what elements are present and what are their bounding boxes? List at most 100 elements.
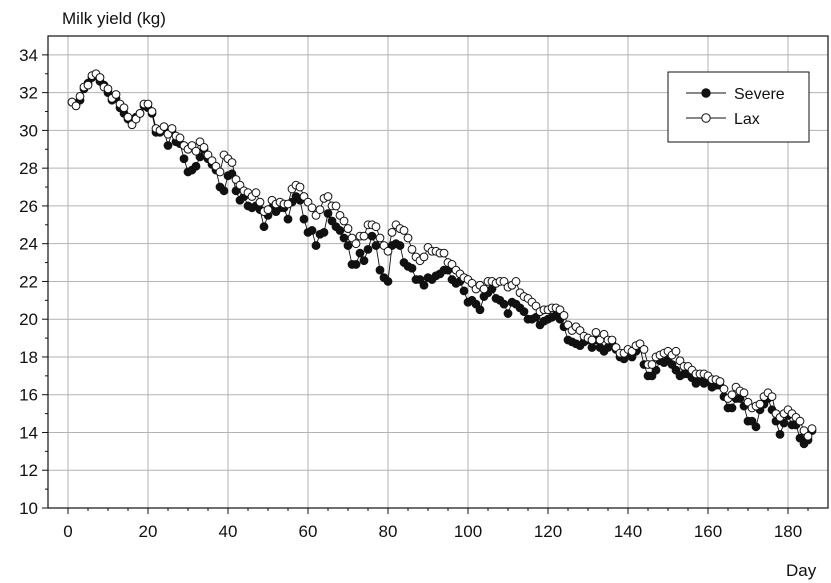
x-tick-label: 0 <box>63 522 72 541</box>
data-point <box>375 233 385 243</box>
data-point <box>343 241 353 250</box>
y-tick-label: 10 <box>19 499 38 518</box>
data-point <box>315 205 325 215</box>
x-axis-label: Day <box>786 561 817 580</box>
data-point <box>479 284 489 294</box>
axis-ticks: 0 20 40 60 80 100 120 140 160 180 10 12 14 16 18 20 22 24… <box>19 46 809 541</box>
data-point <box>135 109 145 118</box>
data-point <box>727 403 737 413</box>
data-point <box>299 214 309 224</box>
data-point <box>323 192 333 201</box>
data-point <box>587 335 597 345</box>
data-point <box>119 103 129 113</box>
x-tick-label: 80 <box>379 522 398 541</box>
x-tick-label: 180 <box>774 522 802 541</box>
y-tick-label: 20 <box>19 310 38 329</box>
data-point <box>607 335 617 345</box>
y-tick-label: 14 <box>19 423 38 442</box>
y-tick-label: 16 <box>19 386 38 405</box>
data-point <box>175 133 185 143</box>
data-point <box>775 429 785 439</box>
data-point <box>283 199 293 209</box>
y-tick-label: 30 <box>19 121 38 140</box>
x-tick-label: 160 <box>694 522 722 541</box>
y-axis-label: Milk yield (kg) <box>62 9 166 28</box>
legend-marker-severe <box>701 88 711 98</box>
data-point <box>639 345 649 354</box>
data-point <box>519 307 529 317</box>
x-tick-label: 40 <box>219 522 238 541</box>
data-point <box>359 231 369 241</box>
data-point <box>375 265 385 275</box>
data-point <box>179 154 189 164</box>
data-point <box>767 392 777 402</box>
legend-box <box>667 71 810 143</box>
data-point <box>163 141 173 150</box>
x-tick-label: 100 <box>454 522 482 541</box>
legend-label-lax: Lax <box>734 111 760 128</box>
y-tick-label: 26 <box>19 197 38 216</box>
data-point <box>671 346 681 356</box>
data-point <box>719 384 729 394</box>
data-point <box>263 205 273 215</box>
data-point <box>319 227 329 237</box>
data-point <box>807 424 817 434</box>
data-point <box>75 92 85 101</box>
data-point <box>147 107 157 116</box>
data-point <box>343 224 353 233</box>
data-point <box>395 241 405 250</box>
data-point <box>755 399 765 409</box>
data-point <box>167 124 177 133</box>
data-point <box>215 167 225 177</box>
data-point <box>503 309 513 318</box>
data-point <box>307 226 317 235</box>
data-point <box>499 299 509 309</box>
data-point <box>307 203 317 213</box>
data-point <box>439 248 449 258</box>
x-tick-label: 60 <box>299 522 318 541</box>
data-point <box>355 248 365 258</box>
data-point <box>511 277 521 286</box>
data-point <box>359 256 369 266</box>
data-point <box>367 231 377 241</box>
data-point <box>419 280 429 290</box>
data-point <box>71 101 81 111</box>
data-point <box>475 305 485 315</box>
y-tick-label: 32 <box>19 84 38 103</box>
data-point <box>259 222 269 232</box>
y-tick-label: 22 <box>19 272 38 291</box>
y-tick-label: 24 <box>19 235 38 254</box>
data-point <box>159 122 169 132</box>
data-point <box>419 252 429 262</box>
data-point <box>383 277 393 286</box>
x-tick-label: 20 <box>139 522 158 541</box>
data-point <box>123 112 133 122</box>
data-point <box>83 80 93 90</box>
data-point <box>351 239 361 249</box>
plot-frame <box>47 35 829 509</box>
data-point <box>383 246 393 256</box>
y-tick-label: 28 <box>19 159 38 178</box>
data-point <box>311 241 321 250</box>
data-point <box>323 209 333 218</box>
data-point <box>227 158 237 167</box>
data-point <box>727 390 737 400</box>
data-point <box>111 90 121 99</box>
data-point <box>647 360 657 369</box>
data-point <box>191 161 201 171</box>
y-tick-label: 34 <box>19 46 38 65</box>
data-point <box>715 377 725 386</box>
data-point <box>191 146 201 156</box>
data-point <box>199 142 209 152</box>
series-markers-lax <box>67 69 817 441</box>
grid <box>48 36 828 508</box>
data-point <box>795 416 805 426</box>
data-point <box>339 233 349 243</box>
data-point <box>283 214 293 224</box>
data-point <box>331 201 341 211</box>
data-point <box>95 73 105 82</box>
data-point <box>371 241 381 250</box>
data-point <box>219 186 229 196</box>
legend: Severe Lax <box>667 71 810 143</box>
